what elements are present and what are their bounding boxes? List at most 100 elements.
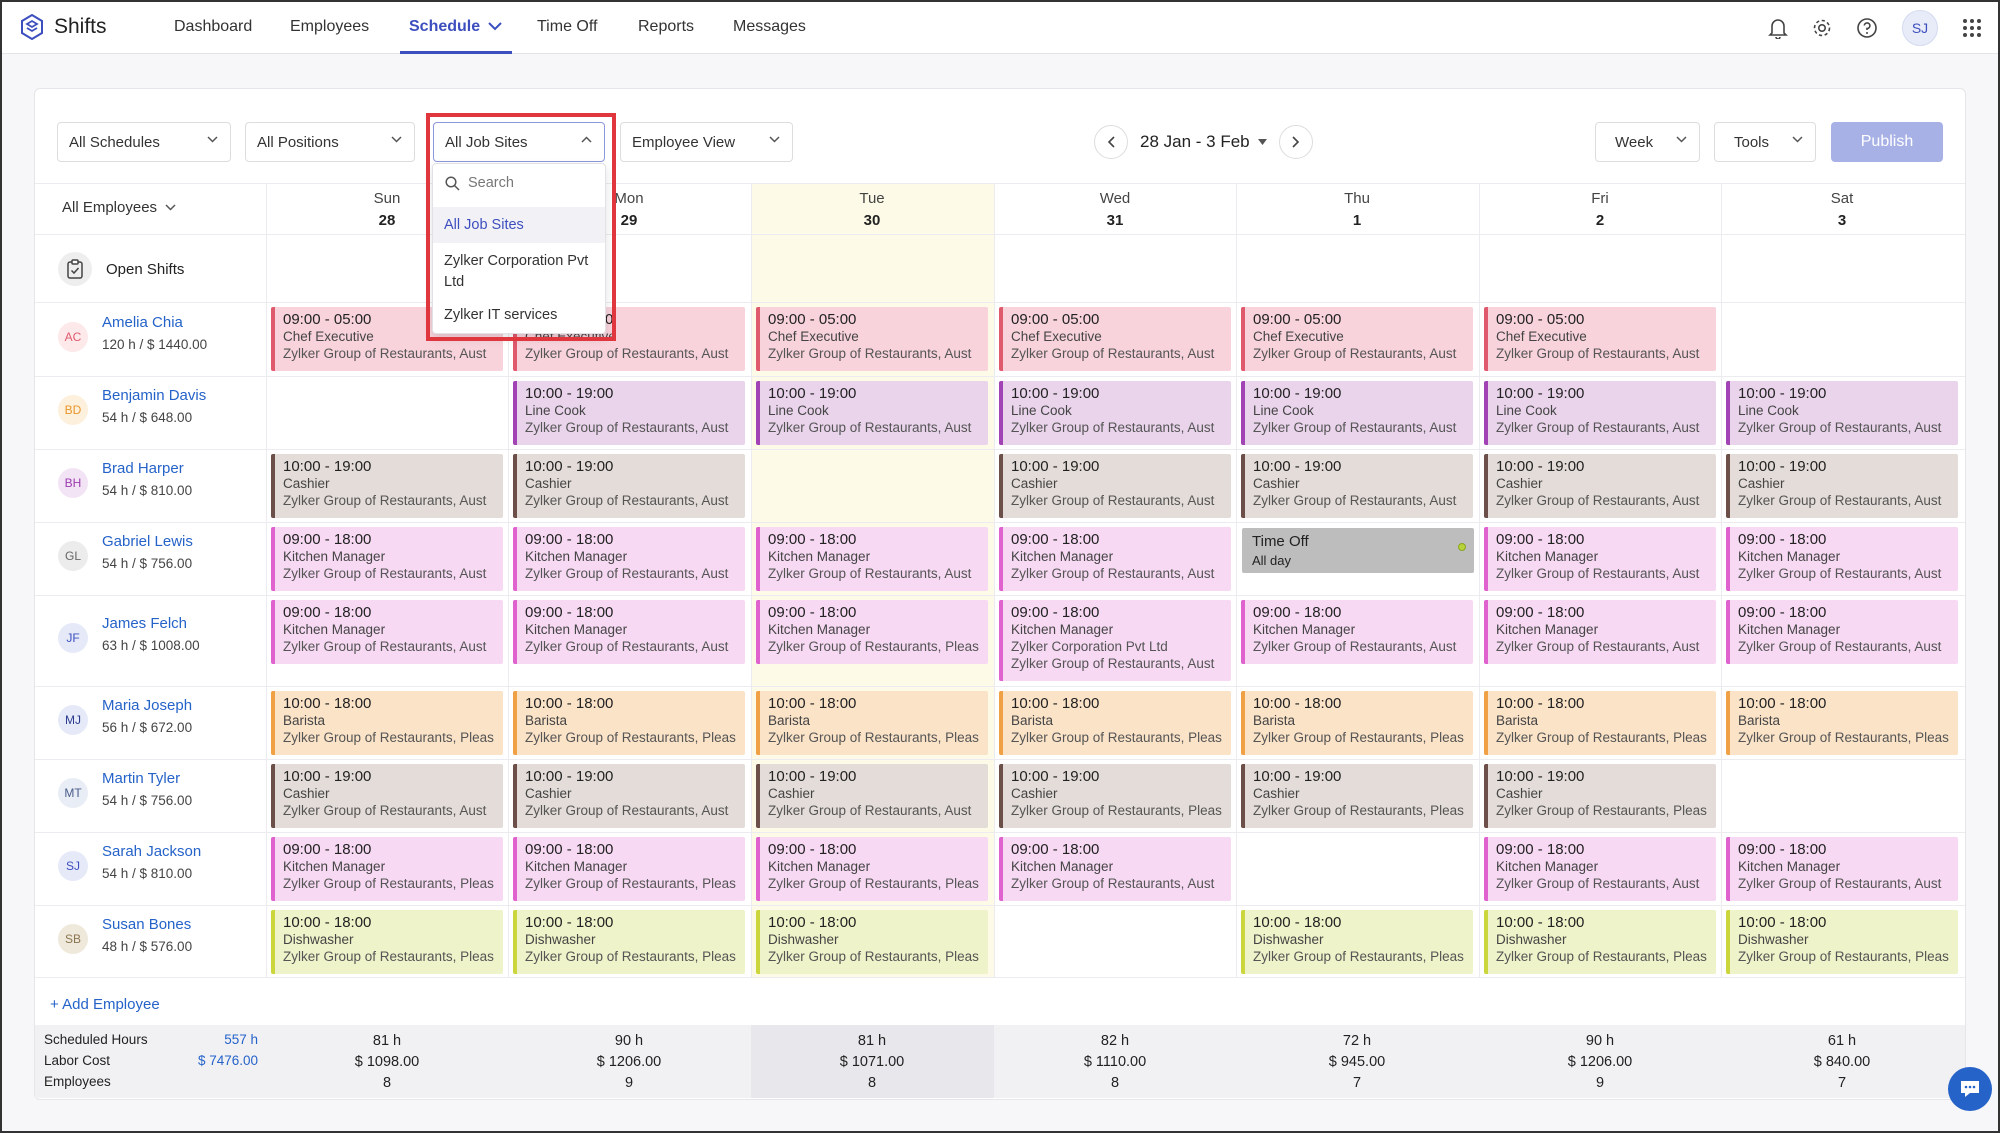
job-sites-search[interactable]: Search [445,175,514,191]
employee-row[interactable]: GL Gabriel Lewis 54 h / $ 756.00 [58,529,193,571]
shift-card[interactable]: 10:00 - 18:00 Dishwasher Zylker Group of R… [756,910,988,974]
shift-card[interactable]: 10:00 - 19:00 Cashier Zylker Group of Rest… [271,454,503,518]
shift-card[interactable]: 10:00 - 19:00 Cashier Zylker Group of Rest… [1241,764,1473,828]
shift-card[interactable]: 10:00 - 19:00 Line Cook Zylker Group of Re… [1484,381,1716,445]
employee-row[interactable]: BH Brad Harper 54 h / $ 810.00 [58,456,192,498]
shift-card[interactable]: 10:00 - 18:00 Barista Zylker Group of Rest… [1726,691,1958,755]
next-week-button[interactable] [1278,125,1313,159]
shift-card[interactable]: 09:00 - 18:00 Kitchen Manager Zylker Group… [1484,527,1716,591]
shift-card[interactable]: 10:00 - 19:00 Cashier Zylker Group of Rest… [999,454,1231,518]
employee-row[interactable]: JF James Felch 63 h / $ 1008.00 [58,611,200,653]
shift-card[interactable]: 10:00 - 19:00 Cashier Zylker Group of Rest… [1484,454,1716,518]
shift-card[interactable]: 09:00 - 18:00 Kitchen Manager Zylker Group… [513,600,745,664]
shift-card[interactable]: 10:00 - 18:00 Dishwasher Zylker Group of R… [1241,910,1473,974]
view-dropdown[interactable]: Employee View [620,122,793,162]
add-employee-link[interactable]: + Add Employee [50,996,160,1013]
shift-card[interactable]: 10:00 - 18:00 Barista Zylker Group of Rest… [1241,691,1473,755]
nav-schedule[interactable]: Schedule [400,2,512,54]
shift-card[interactable]: 10:00 - 18:00 Barista Zylker Group of Rest… [513,691,745,755]
shift-card[interactable]: 10:00 - 19:00 Cashier Zylker Group of Rest… [756,764,988,828]
shift-card[interactable]: 10:00 - 19:00 Cashier Zylker Group of Rest… [1241,454,1473,518]
employee-row[interactable]: MJ Maria Joseph 56 h / $ 672.00 [58,693,192,735]
shift-card[interactable]: 10:00 - 19:00 Cashier Zylker Group of Rest… [513,454,745,518]
shift-card[interactable]: 10:00 - 18:00 Dishwasher Zylker Group of R… [1726,910,1958,974]
employee-name[interactable]: Sarah Jackson [102,843,202,860]
shift-card[interactable]: 09:00 - 18:00 Kitchen Manager Zylker Group… [1726,837,1958,901]
job-site-option[interactable]: All Job Sites [444,217,524,233]
shift-card[interactable]: 09:00 - 18:00 Kitchen Manager Zylker Group… [1241,600,1473,664]
nav-dashboard[interactable]: Dashboard [174,18,253,35]
employee-row[interactable]: BD Benjamin Davis 54 h / $ 648.00 [58,383,206,425]
user-avatar[interactable]: SJ [1902,10,1938,46]
shift-card[interactable]: 10:00 - 19:00 Cashier Zylker Group of Rest… [1726,454,1958,518]
shift-card[interactable]: 09:00 - 18:00 Kitchen Manager Zylker Group… [271,600,503,664]
app-logo[interactable]: Shifts [20,14,107,40]
date-range-picker[interactable]: 28 Jan - 3 Feb [1140,132,1267,152]
employees-filter[interactable]: All Employees [62,199,176,216]
employee-row[interactable]: SB Susan Bones 48 h / $ 576.00 [58,912,192,954]
shift-card[interactable]: 09:00 - 18:00 Kitchen Manager Zylker Group… [1484,600,1716,664]
employee-row[interactable]: SJ Sarah Jackson 54 h / $ 810.00 [58,839,201,881]
shift-card[interactable]: 09:00 - 18:00 Kitchen Manager Zylker Group… [1484,837,1716,901]
shift-card[interactable]: 10:00 - 19:00 Cashier Zylker Group of Rest… [271,764,503,828]
shift-card[interactable]: 09:00 - 18:00 Kitchen Manager Zylker Group… [271,527,503,591]
employee-name[interactable]: Maria Joseph [102,697,193,714]
gear-icon[interactable] [1808,14,1836,42]
employee-name[interactable]: James Felch [102,615,188,632]
shift-card[interactable]: 10:00 - 19:00 Cashier Zylker Group of Rest… [513,764,745,828]
chat-button[interactable] [1948,1067,1992,1111]
shift-card[interactable]: 09:00 - 18:00 Kitchen Manager Zylker Group… [999,837,1231,901]
shift-card[interactable]: 10:00 - 19:00 Cashier Zylker Group of Rest… [1484,764,1716,828]
shift-card[interactable]: 09:00 - 18:00 Kitchen Manager Zylker Group… [756,600,988,664]
shift-card[interactable]: 10:00 - 18:00 Dishwasher Zylker Group of R… [1484,910,1716,974]
bell-icon[interactable] [1764,14,1792,42]
employee-row[interactable]: MT Martin Tyler 54 h / $ 756.00 [58,766,192,808]
schedules-dropdown[interactable]: All Schedules [57,122,231,162]
job-site-option[interactable]: Zylker IT services [444,307,558,323]
shift-card[interactable]: 09:00 - 18:00 Kitchen Manager Zylker Corpo… [999,600,1231,681]
open-shifts-row[interactable]: Open Shifts [58,252,184,286]
tools-dropdown[interactable]: Tools [1714,122,1816,162]
job-sites-dropdown[interactable]: All Job Sites [433,122,605,162]
shift-card[interactable]: 10:00 - 19:00 Line Cook Zylker Group of Re… [1241,381,1473,445]
employee-name[interactable]: Benjamin Davis [102,387,207,404]
shift-card[interactable]: 10:00 - 19:00 Cashier Zylker Group of Rest… [999,764,1231,828]
shift-card[interactable]: 10:00 - 19:00 Line Cook Zylker Group of Re… [756,381,988,445]
shift-card[interactable]: 10:00 - 18:00 Barista Zylker Group of Rest… [999,691,1231,755]
shift-card[interactable]: 09:00 - 18:00 Kitchen Manager Zylker Group… [513,527,745,591]
shift-card[interactable]: 10:00 - 18:00 Barista Zylker Group of Rest… [1484,691,1716,755]
employee-name[interactable]: Brad Harper [102,460,184,477]
shift-card[interactable]: 09:00 - 18:00 Kitchen Manager Zylker Group… [1726,600,1958,664]
shift-card[interactable]: 10:00 - 19:00 Line Cook Zylker Group of Re… [999,381,1231,445]
shift-card[interactable]: 09:00 - 18:00 Kitchen Manager Zylker Group… [1726,527,1958,591]
employee-name[interactable]: Martin Tyler [102,770,181,787]
publish-button[interactable]: Publish [1831,122,1943,162]
prev-week-button[interactable] [1094,125,1128,159]
nav-time-off[interactable]: Time Off [537,18,598,35]
shift-card[interactable]: 10:00 - 18:00 Dishwasher Zylker Group of R… [271,910,503,974]
shift-card[interactable]: 10:00 - 19:00 Line Cook Zylker Group of Re… [1726,381,1958,445]
employee-row[interactable]: AC Amelia Chia 120 h / $ 1440.00 [58,310,207,352]
shift-card[interactable]: 10:00 - 18:00 Dishwasher Zylker Group of R… [513,910,745,974]
shift-card[interactable]: 09:00 - 18:00 Kitchen Manager Zylker Group… [756,837,988,901]
employee-name[interactable]: Susan Bones [102,916,192,933]
shift-card[interactable]: 09:00 - 18:00 Kitchen Manager Zylker Group… [271,837,503,901]
shift-card[interactable]: 09:00 - 18:00 Kitchen Manager Zylker Group… [999,527,1231,591]
job-site-option[interactable]: Zylker Corporation Pvt Ltd [444,253,589,290]
time-off-card[interactable]: Time Off All day [1242,528,1474,573]
shift-card[interactable]: 09:00 - 18:00 Kitchen Manager Zylker Group… [513,837,745,901]
week-dropdown[interactable]: Week [1595,122,1700,162]
employee-name[interactable]: Gabriel Lewis [102,533,193,550]
employee-name[interactable]: Amelia Chia [102,314,183,331]
nav-employees[interactable]: Employees [290,18,370,35]
shift-card[interactable]: 10:00 - 19:00 Line Cook Zylker Group of Re… [513,381,745,445]
apps-grid-icon[interactable] [1958,14,1986,42]
shift-card[interactable]: 09:00 - 18:00 Kitchen Manager Zylker Group… [756,527,988,591]
nav-messages[interactable]: Messages [733,18,806,35]
shift-card[interactable]: 10:00 - 18:00 Barista Zylker Group of Rest… [271,691,503,755]
nav-reports[interactable]: Reports [638,18,695,35]
